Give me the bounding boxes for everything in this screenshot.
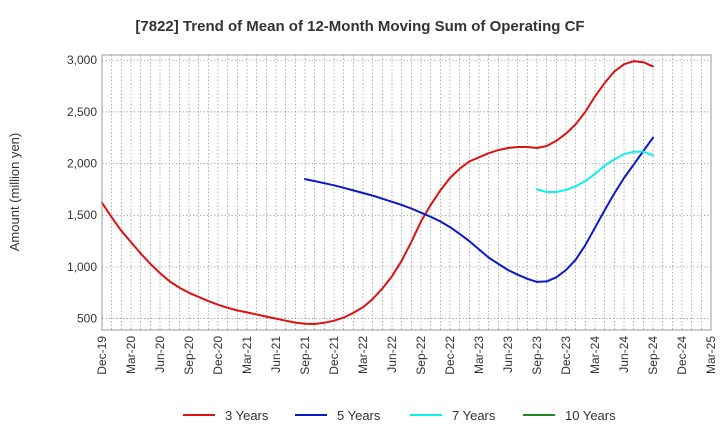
x-tick-label: Dec-19: [95, 336, 109, 375]
x-tick-label: Jun-23: [501, 336, 515, 373]
x-tick-label: Sep-23: [530, 336, 544, 375]
x-tick-label: Jun-24: [617, 336, 631, 373]
y-tick-label: 1,000: [67, 260, 97, 274]
x-tick-label: Jun-22: [385, 336, 399, 373]
y-axis-label: Amount (million yen): [7, 133, 22, 252]
x-tick-labels: Dec-19 Mar-20 Jun-20 Sep-20 Dec-20 Mar-21 Jun-…: [95, 336, 718, 375]
y-tick-label: 1,500: [67, 208, 97, 222]
chart-title: [7822] Trend of Mean of 12-Month Moving …: [135, 18, 584, 35]
x-tick-label: Sep-20: [182, 336, 196, 375]
series-line-3-years: [101, 60, 654, 325]
series-line-5-years: [304, 136, 654, 283]
x-tick-label: Mar-22: [356, 336, 370, 374]
x-tick-label: Mar-23: [472, 336, 486, 374]
series-lines: [101, 60, 654, 325]
series-line-7-years: [536, 150, 654, 193]
x-tick-label: Mar-20: [124, 336, 138, 374]
y-tick-label: 500: [77, 312, 97, 326]
x-tick-label: Jun-21: [269, 336, 283, 373]
x-tick-label: Mar-24: [588, 336, 602, 374]
y-tick-label: 3,000: [67, 53, 97, 67]
y-tick-labels: 500 1,000 1,500 2,000 2,500 3,000: [67, 53, 97, 325]
x-tick-label: Sep-21: [298, 336, 312, 375]
x-tick-label: Mar-21: [240, 336, 254, 374]
x-tick-label: Sep-24: [646, 336, 660, 375]
x-tick-label: Dec-24: [675, 336, 689, 375]
x-tick-label: Dec-23: [559, 336, 573, 375]
x-tick-label: Sep-22: [414, 336, 428, 375]
legend-label: 10 Years: [565, 408, 616, 423]
legend-label: 5 Years: [337, 408, 381, 423]
y-tick-label: 2,000: [67, 157, 97, 171]
x-tick-label: Dec-21: [327, 336, 341, 375]
x-tick-label: Jun-20: [153, 336, 167, 373]
legend-label: 3 Years: [225, 408, 269, 423]
plot-frame: [101, 54, 712, 331]
gridlines: [101, 55, 712, 330]
legend-label: 7 Years: [452, 408, 496, 423]
y-tick-label: 2,500: [67, 105, 97, 119]
x-tick-label: Mar-25: [704, 336, 718, 374]
legend: 3 Years 5 Years 7 Years 10 Years: [183, 408, 616, 423]
x-tick-label: Dec-20: [211, 336, 225, 375]
x-tick-label: Dec-22: [443, 336, 457, 375]
